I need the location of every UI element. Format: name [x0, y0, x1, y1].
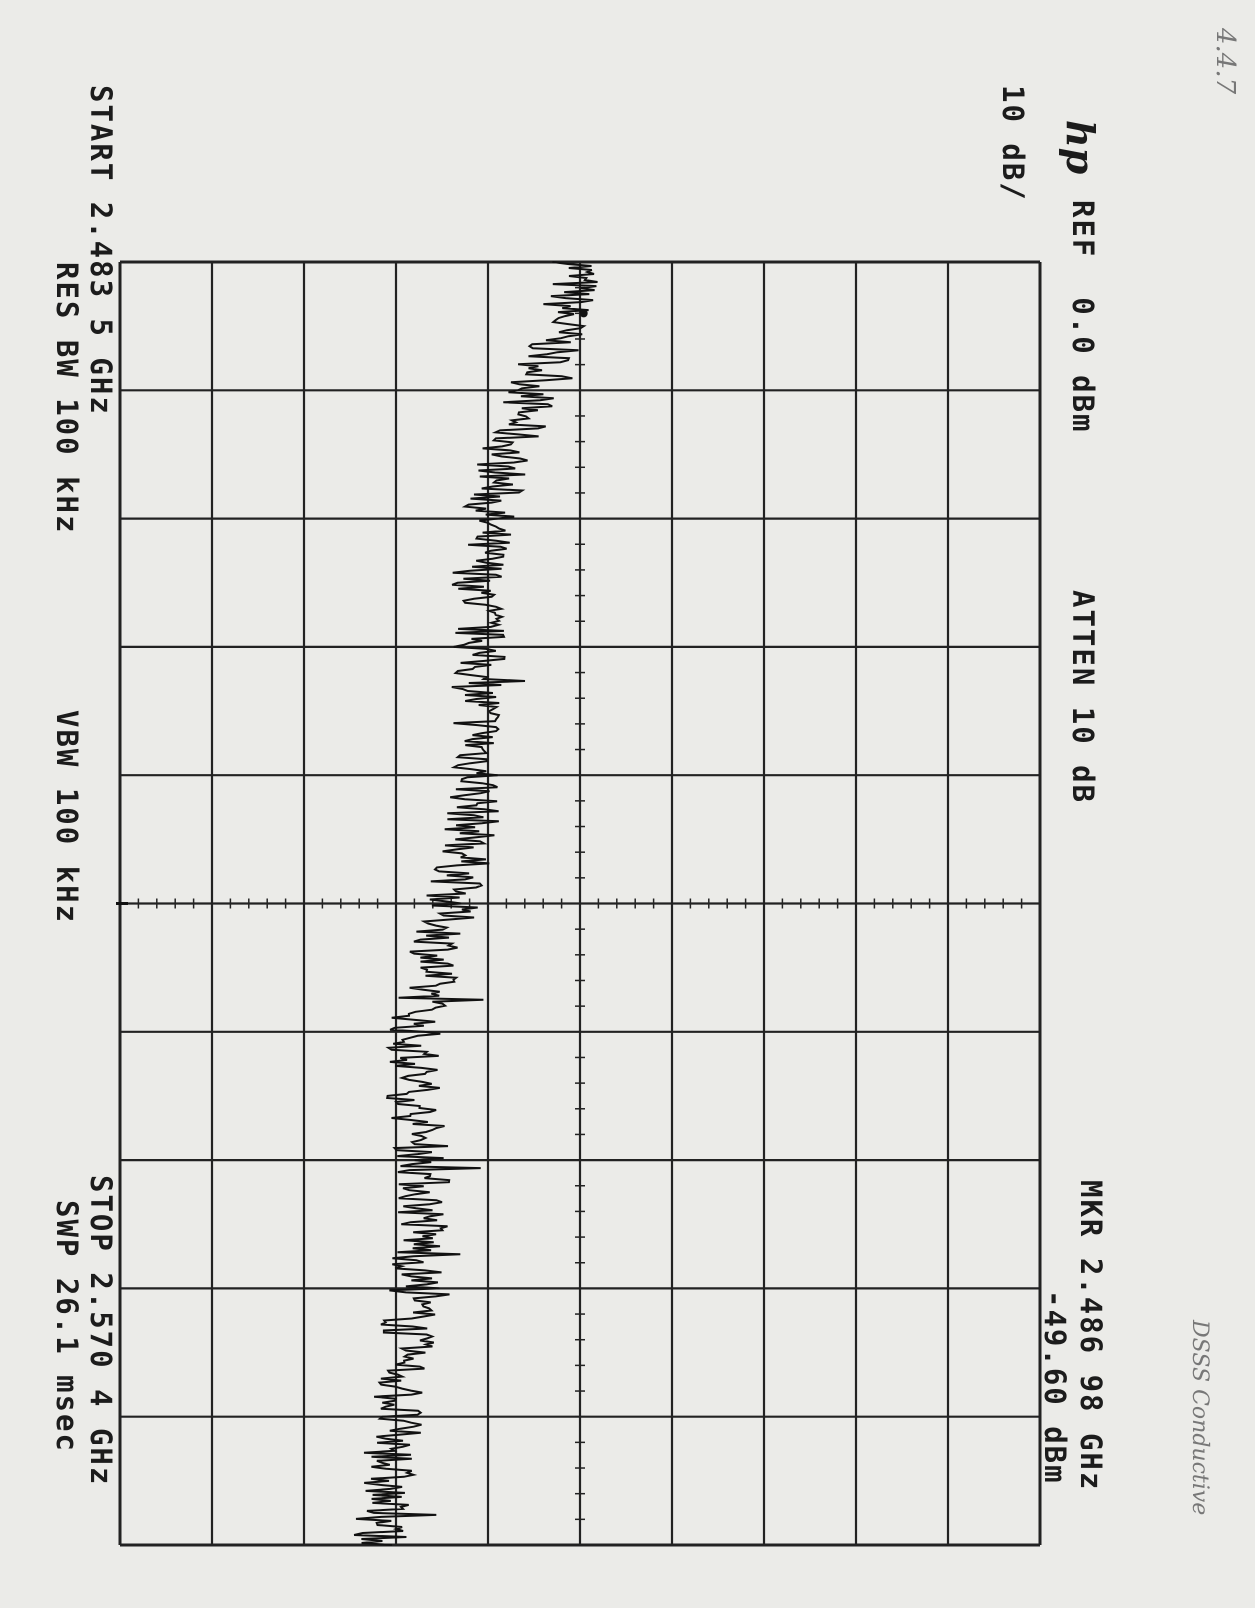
dsss-conductive-annotation: DSSS Conductive [1187, 1320, 1212, 1516]
reference-level-label: REF 0.0 dBm [1066, 200, 1100, 434]
resolution-bandwidth-label: RES BW 100 kHz [50, 262, 84, 535]
stop-frequency-label: STOP 2.570 4 GHz [84, 1175, 118, 1487]
start-frequency-label: START 2.483 5 GHz [84, 85, 118, 416]
scale-label: 10 dB/ [996, 85, 1030, 202]
spectrum-trace [353, 261, 598, 1546]
video-bandwidth-label: VBW 100 kHz [50, 710, 84, 925]
marker-level-label: -49.60 dBm [1038, 1290, 1072, 1485]
attenuation-label: ATTEN 10 dB [1066, 590, 1100, 805]
marker-frequency-label: MKR 2.486 98 GHz [1074, 1180, 1108, 1492]
plot-grid [118, 260, 1042, 1547]
page-number-annotation: 4.4.7 [1210, 28, 1240, 95]
marker-point [579, 309, 588, 318]
hp-logo: hp [1058, 120, 1103, 175]
trace-group [116, 261, 598, 1546]
sweep-time-label: SWP 26.1 msec [50, 1200, 84, 1453]
